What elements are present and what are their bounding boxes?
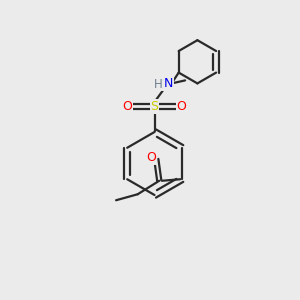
Text: S: S [151, 100, 158, 113]
Text: O: O [177, 100, 186, 113]
Text: N: N [164, 77, 173, 90]
Text: O: O [123, 100, 132, 113]
Text: H: H [154, 77, 163, 91]
Text: O: O [146, 152, 156, 164]
